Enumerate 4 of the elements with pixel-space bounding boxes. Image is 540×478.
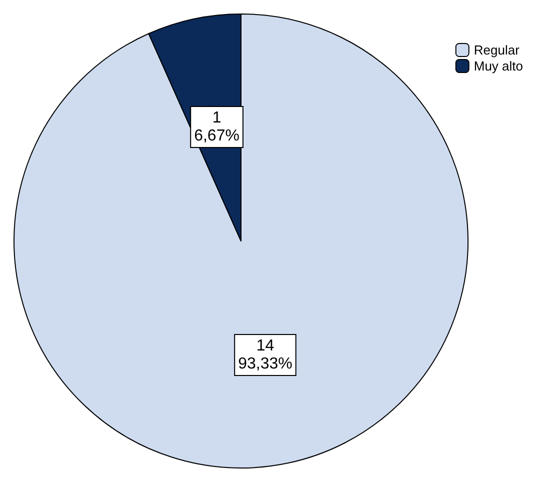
- data-label: 14 93,33%: [238, 337, 292, 372]
- data-label: 1 6,67%: [194, 110, 240, 145]
- legend-label: Regular: [474, 42, 520, 58]
- legend-label: Muy alto: [474, 58, 524, 74]
